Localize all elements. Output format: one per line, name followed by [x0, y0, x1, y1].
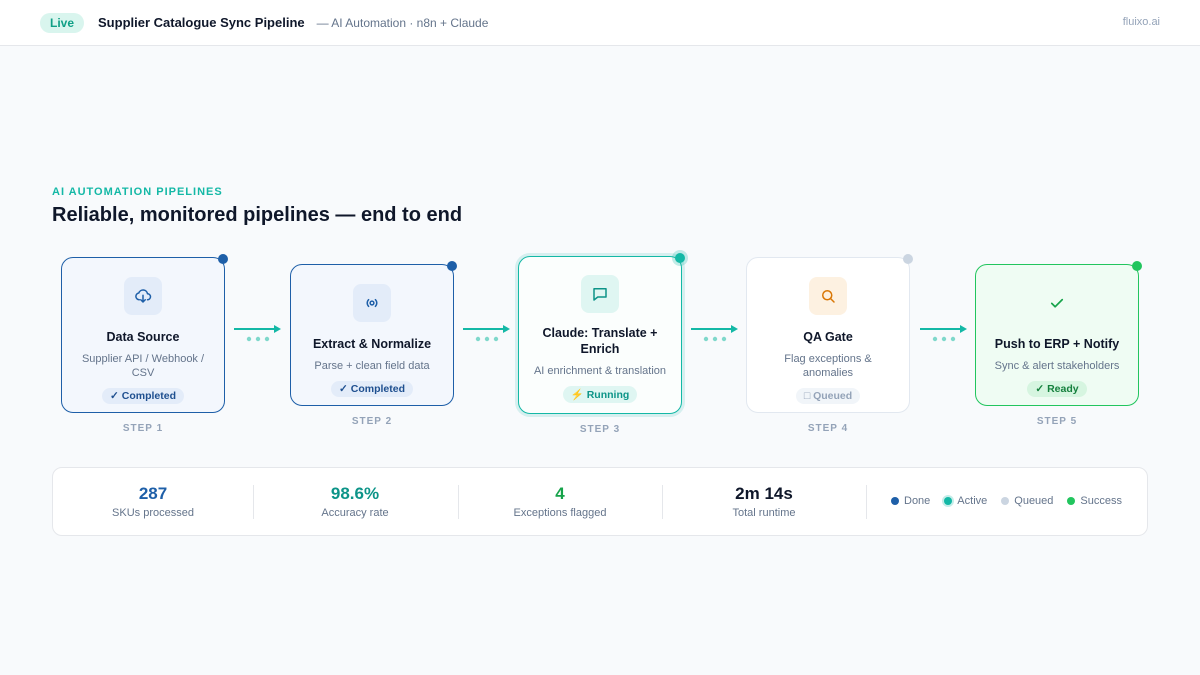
legend-label: Active — [957, 495, 988, 507]
stat-label: Accuracy rate — [321, 507, 389, 519]
status-badge: ⚡ Running — [562, 386, 638, 403]
legend-dot — [891, 497, 899, 505]
step-title: Push to ERP + Notify — [994, 337, 1120, 351]
status-dot — [218, 254, 228, 264]
status-legend: Done Active Queued Success — [891, 495, 1136, 507]
step-description: AI enrichment & translation — [533, 365, 667, 377]
legend-dot — [1067, 497, 1076, 505]
status-dot — [447, 261, 457, 271]
step-label: STEP 3 — [579, 424, 621, 435]
step-card-extract-normalize[interactable]: Extract & Normalize Parse + clean field … — [290, 261, 457, 406]
step-title: Data Source — [106, 330, 180, 344]
chat-bubble-icon — [581, 275, 619, 313]
legend-dot — [1001, 497, 1010, 505]
section-eyebrow: AI AUTOMATION PIPELINES — [52, 186, 223, 198]
step-label: STEP 2 — [351, 416, 393, 427]
flow-arrow-icon — [691, 325, 738, 342]
step-label: STEP 5 — [1036, 416, 1078, 427]
step-card-push-to-erp[interactable]: Push to ERP + Notify Sync & alert stakeh… — [975, 261, 1142, 406]
step-title: Claude: Translate + Enrich — [542, 326, 658, 356]
stat-value: 287 — [138, 484, 168, 503]
stat-label: SKUs processed — [112, 507, 194, 519]
divider — [866, 485, 867, 519]
status-dot — [675, 253, 685, 263]
section-headline: Reliable, monitored pipelines — end to e… — [52, 204, 463, 226]
status-dot — [903, 254, 913, 264]
flow-arrow-icon — [234, 325, 281, 342]
flow-arrow-icon — [463, 325, 510, 342]
status-dot — [1132, 261, 1142, 271]
step-description: Parse + clean field data — [314, 360, 430, 372]
stat-accuracy-rate: 98.6% Accuracy rate — [255, 484, 455, 519]
legend-item-active: Active — [944, 495, 987, 507]
step-description: Flag exceptions & anomalies — [784, 353, 872, 379]
stat-exceptions-flagged: 4 Exceptions flagged — [460, 484, 660, 519]
status-badge: ✓ Completed — [102, 388, 184, 404]
legend-item-queued: Queued — [1001, 495, 1053, 507]
legend-dot — [944, 497, 953, 505]
divider — [662, 485, 663, 519]
flow-arrow-icon — [920, 325, 967, 342]
divider — [458, 485, 459, 519]
top-bar: Live Supplier Catalogue Sync Pipeline — … — [0, 0, 1200, 46]
step-description: Supplier API / Webhook / CSV — [81, 353, 205, 379]
step-card-qa-gate[interactable]: QA Gate Flag exceptions & anomalies □ Qu… — [746, 254, 913, 413]
stat-skus-processed: 287 SKUs processed — [53, 484, 253, 519]
legend-item-done: Done — [891, 495, 930, 507]
stat-value: 98.6% — [330, 484, 380, 503]
pipeline-subtitle: — AI Automation · n8n + Claude — [316, 15, 489, 30]
step-label: STEP 4 — [807, 423, 849, 434]
radio-signal-icon — [353, 284, 391, 322]
step-title: Extract & Normalize — [312, 337, 432, 351]
legend-item-success: Success — [1067, 495, 1122, 507]
pipeline-title: Supplier Catalogue Sync Pipeline — [98, 15, 305, 30]
step-title: QA Gate — [803, 330, 853, 344]
stat-value: 2m 14s — [735, 484, 793, 503]
legend-label: Done — [904, 495, 931, 507]
live-badge: Live — [40, 12, 85, 33]
search-icon — [809, 277, 847, 315]
status-badge: ✓ Completed — [331, 381, 413, 397]
status-badge: □ Queued — [795, 388, 861, 404]
stat-label: Exceptions flagged — [513, 507, 607, 519]
stats-bar: 287 SKUs processed 98.6% Accuracy rate 4… — [52, 467, 1148, 536]
step-card-claude-translate[interactable]: Claude: Translate + Enrich AI enrichment… — [518, 253, 685, 414]
brand-label[interactable]: fluixo.ai — [1122, 16, 1160, 28]
legend-label: Queued — [1014, 495, 1054, 507]
legend-label: Success — [1080, 495, 1122, 507]
stat-label: Total runtime — [732, 507, 796, 519]
status-badge: ✓ Ready — [1027, 381, 1087, 397]
step-description: Sync & alert stakeholders — [994, 360, 1120, 372]
divider — [253, 485, 254, 519]
check-icon — [1038, 284, 1076, 322]
step-card-data-source[interactable]: Data Source Supplier API / Webhook / CSV… — [61, 254, 228, 413]
stat-value: 4 — [555, 484, 565, 503]
download-cloud-icon — [124, 277, 162, 315]
step-label: STEP 1 — [122, 423, 164, 434]
stat-total-runtime: 2m 14s Total runtime — [664, 484, 864, 519]
